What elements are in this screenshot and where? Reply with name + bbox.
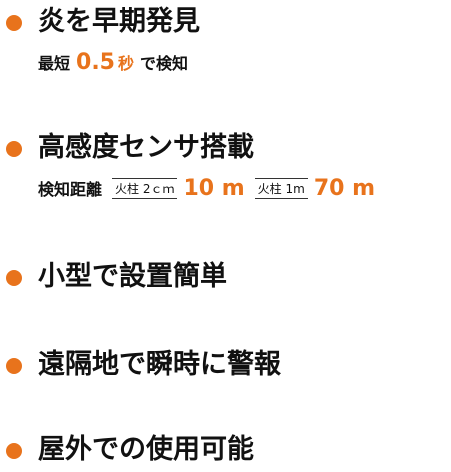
feature-title: 高感度センサ搭載 — [38, 132, 254, 163]
detail-text: 10 m — [183, 175, 245, 201]
feature-title: 遠隔地で瞬時に警報 — [38, 349, 281, 380]
feature-title: 屋外での使用可能 — [38, 434, 254, 465]
detail-text: 火柱 1m — [254, 177, 308, 199]
detail-text: 秒 — [118, 54, 135, 73]
bullet — [6, 270, 22, 286]
bullet — [6, 15, 22, 31]
detail-text: 検知距離 — [38, 180, 103, 199]
bullet — [6, 358, 22, 374]
detail-text: 最短 — [38, 54, 71, 73]
feature-title: 炎を早期発見 — [38, 6, 200, 37]
detail-text: 0.5 — [76, 49, 115, 75]
detail-text: で検知 — [140, 54, 189, 73]
feature-detail: 検知距離 火柱 2ｃｍ 10 m 火柱 1m 70 m — [38, 173, 375, 203]
detail-text: 70 m — [313, 175, 376, 201]
bullet — [6, 141, 22, 157]
feature-title: 小型で設置簡単 — [38, 261, 227, 292]
feature-detail: 最短 0.5 秒で検知 — [38, 47, 188, 77]
bullet — [6, 443, 22, 459]
detail-text: 火柱 2ｃｍ — [112, 177, 178, 199]
